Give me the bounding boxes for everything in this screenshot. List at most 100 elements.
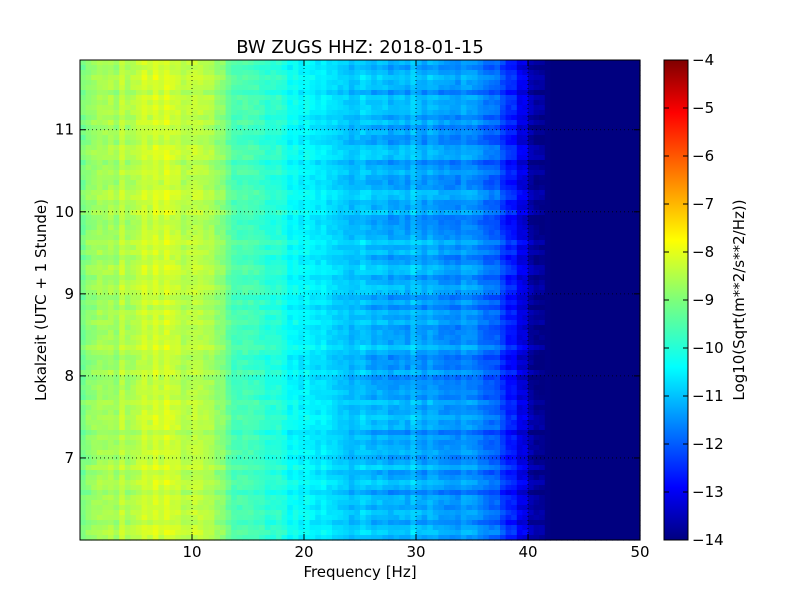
heatmap-cell <box>606 145 613 151</box>
heatmap-cell <box>320 85 327 91</box>
heatmap-cell <box>264 165 271 171</box>
heatmap-cell <box>332 240 339 246</box>
heatmap-cell <box>136 260 143 266</box>
heatmap-cell <box>556 280 563 286</box>
heatmap-cell <box>214 185 221 191</box>
heatmap-cell <box>522 100 529 106</box>
heatmap-cell <box>522 225 529 231</box>
heatmap-cell <box>584 90 591 96</box>
heatmap-cell <box>91 85 98 91</box>
heatmap-cell <box>539 220 546 226</box>
heatmap-cell <box>455 90 462 96</box>
heatmap-cell <box>248 280 255 286</box>
heatmap-cell <box>472 240 479 246</box>
heatmap-cell <box>141 240 148 246</box>
heatmap-cell <box>287 135 294 141</box>
heatmap-cell <box>287 205 294 211</box>
heatmap-cell <box>80 180 87 186</box>
heatmap-cell <box>455 160 462 166</box>
heatmap-cell <box>124 130 131 136</box>
heatmap-cell <box>225 235 232 241</box>
heatmap-cell <box>270 110 277 116</box>
heatmap-cell <box>113 260 120 266</box>
heatmap-cell <box>376 270 383 276</box>
heatmap-cell <box>214 190 221 196</box>
heatmap-cell <box>483 160 490 166</box>
heatmap-cell <box>438 165 445 171</box>
heatmap-cell <box>500 250 507 256</box>
heatmap-cell <box>169 160 176 166</box>
heatmap-cell <box>102 160 109 166</box>
heatmap-cell <box>298 185 305 191</box>
heatmap-cell <box>511 60 518 66</box>
heatmap-cell <box>158 245 165 251</box>
heatmap-cell <box>264 105 271 111</box>
heatmap-cell <box>287 150 294 156</box>
heatmap-cell <box>432 95 439 101</box>
heatmap-cell <box>432 305 439 311</box>
heatmap-cell <box>85 265 92 271</box>
heatmap-cell <box>399 125 406 131</box>
heatmap-cell <box>136 265 143 271</box>
heatmap-cell <box>85 235 92 241</box>
heatmap-cell <box>315 255 322 261</box>
heatmap-cell <box>449 160 456 166</box>
heatmap-cell <box>460 300 467 306</box>
heatmap-cell <box>572 215 579 221</box>
heatmap-cell <box>488 240 495 246</box>
heatmap-cell <box>113 95 120 101</box>
heatmap-cell <box>455 105 462 111</box>
heatmap-cell <box>119 155 126 161</box>
heatmap-cell <box>332 270 339 276</box>
heatmap-cell <box>410 150 417 156</box>
heatmap-cell <box>264 90 271 96</box>
heatmap-cell <box>421 135 428 141</box>
heatmap-cell <box>365 265 372 271</box>
heatmap-cell <box>292 90 299 96</box>
heatmap-cell <box>298 130 305 136</box>
heatmap-cell <box>281 250 288 256</box>
heatmap-cell <box>472 140 479 146</box>
heatmap-cell <box>147 90 154 96</box>
heatmap-cell <box>158 265 165 271</box>
heatmap-cell <box>589 155 596 161</box>
heatmap-cell <box>500 205 507 211</box>
heatmap-cell <box>231 160 238 166</box>
heatmap-cell <box>472 170 479 176</box>
heatmap-cell <box>617 230 624 236</box>
heatmap-cell <box>253 260 260 266</box>
heatmap-cell <box>220 195 227 201</box>
heatmap-cell <box>102 115 109 121</box>
heatmap-cell <box>388 125 395 131</box>
heatmap-cell <box>511 185 518 191</box>
heatmap-cell <box>533 285 540 291</box>
heatmap-cell <box>248 240 255 246</box>
heatmap-cell <box>102 290 109 296</box>
heatmap-cell <box>326 160 333 166</box>
heatmap-cell <box>449 70 456 76</box>
heatmap-cell <box>197 100 204 106</box>
heatmap-cell <box>477 165 484 171</box>
heatmap-cell <box>337 300 344 306</box>
heatmap-cell <box>354 185 361 191</box>
heatmap-cell <box>589 170 596 176</box>
heatmap-cell <box>180 85 187 91</box>
heatmap-cell <box>365 155 372 161</box>
heatmap-cell <box>147 70 154 76</box>
heatmap-cell <box>466 140 473 146</box>
heatmap-cell <box>348 235 355 241</box>
heatmap-cell <box>130 70 137 76</box>
heatmap-cell <box>427 135 434 141</box>
heatmap-cell <box>539 215 546 221</box>
heatmap-cell <box>376 110 383 116</box>
heatmap-cell <box>528 230 535 236</box>
heatmap-cell <box>96 200 103 206</box>
heatmap-cell <box>623 275 630 281</box>
heatmap-cell <box>304 225 311 231</box>
heatmap-cell <box>242 220 249 226</box>
heatmap-cell <box>388 305 395 311</box>
heatmap-cell <box>287 95 294 101</box>
heatmap-cell <box>528 210 535 216</box>
heatmap-cell <box>466 145 473 151</box>
heatmap-cell <box>388 130 395 136</box>
